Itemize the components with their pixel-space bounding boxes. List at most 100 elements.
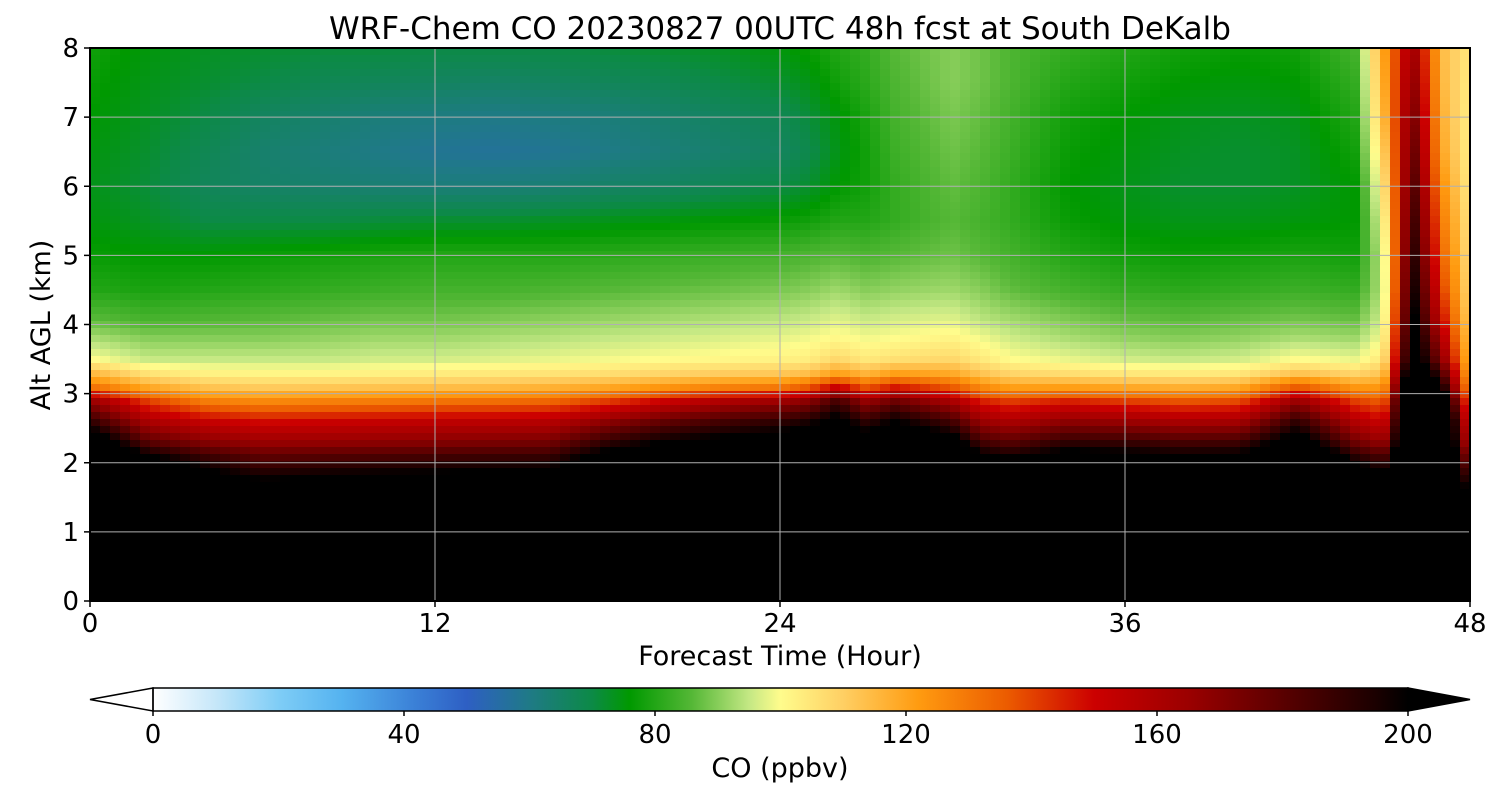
co-cell: [410, 503, 421, 511]
co-cell: [650, 174, 661, 182]
co-cell: [680, 433, 691, 441]
co-cell: [560, 104, 571, 112]
co-cell: [250, 398, 261, 406]
co-cell: [640, 328, 651, 336]
co-cell: [120, 482, 131, 490]
co-cell: [530, 545, 541, 553]
co-cell: [300, 349, 311, 357]
co-cell: [700, 580, 711, 588]
co-cell: [270, 69, 281, 77]
co-cell: [370, 454, 381, 462]
co-cell: [350, 76, 361, 84]
co-cell: [260, 286, 271, 294]
co-cell: [270, 174, 281, 182]
co-cell: [200, 496, 211, 504]
co-cell: [90, 55, 101, 63]
co-cell: [310, 314, 321, 322]
co-cell: [610, 153, 621, 161]
co-cell: [670, 531, 681, 539]
co-cell: [230, 524, 241, 532]
co-cell: [180, 363, 191, 371]
co-cell: [280, 426, 291, 434]
co-cell: [300, 482, 311, 490]
co-cell: [710, 97, 721, 105]
co-cell: [630, 76, 641, 84]
co-cell: [320, 524, 331, 532]
co-cell: [520, 559, 531, 567]
co-cell: [500, 412, 511, 420]
co-cell: [500, 132, 511, 140]
co-cell: [520, 293, 531, 301]
co-cell: [570, 279, 581, 287]
co-cell: [160, 55, 171, 63]
co-cell: [530, 216, 541, 224]
co-cell: [410, 97, 421, 105]
co-cell: [100, 139, 111, 147]
co-cell: [340, 104, 351, 112]
co-cell: [150, 552, 161, 560]
co-cell: [570, 559, 581, 567]
co-cell: [440, 76, 451, 84]
co-cell: [570, 405, 581, 413]
co-cell: [420, 377, 431, 385]
co-cell: [630, 594, 641, 601]
co-cell: [440, 258, 451, 266]
co-cell: [560, 160, 571, 168]
co-cell: [290, 118, 301, 126]
co-cell: [390, 55, 401, 63]
co-cell: [420, 209, 431, 217]
co-cell: [180, 97, 191, 105]
co-cell: [610, 83, 621, 91]
co-cell: [610, 363, 621, 371]
co-cell: [290, 62, 301, 70]
co-cell: [550, 90, 561, 98]
co-cell: [150, 545, 161, 553]
co-cell: [280, 524, 291, 532]
co-cell: [160, 363, 171, 371]
co-cell: [480, 475, 491, 483]
co-cell: [300, 335, 311, 343]
co-cell: [470, 97, 481, 105]
co-cell: [600, 412, 611, 420]
co-cell: [640, 258, 651, 266]
co-cell: [700, 209, 711, 217]
co-cell: [300, 237, 311, 245]
co-cell: [140, 69, 151, 77]
co-cell: [690, 76, 701, 84]
co-cell: [140, 272, 151, 280]
co-cell: [310, 279, 321, 287]
co-cell: [500, 167, 511, 175]
co-cell: [710, 398, 721, 406]
co-cell: [350, 454, 361, 462]
co-cell: [630, 307, 641, 315]
co-cell: [390, 503, 401, 511]
co-cell: [440, 181, 451, 189]
co-cell: [550, 349, 561, 357]
co-cell: [460, 363, 471, 371]
co-cell: [230, 342, 241, 350]
co-cell: [320, 552, 331, 560]
co-cell: [410, 370, 421, 378]
co-cell: [610, 328, 621, 336]
co-cell: [180, 55, 191, 63]
co-cell: [380, 531, 391, 539]
co-cell: [710, 335, 721, 343]
co-cell: [260, 531, 271, 539]
co-cell: [460, 587, 471, 595]
co-cell: [320, 69, 331, 77]
co-cell: [420, 55, 431, 63]
co-cell: [280, 293, 291, 301]
co-cell: [240, 146, 251, 154]
co-cell: [540, 48, 551, 56]
co-cell: [240, 132, 251, 140]
co-cell: [580, 559, 591, 567]
co-cell: [340, 132, 351, 140]
co-cell: [330, 398, 341, 406]
co-cell: [490, 286, 501, 294]
co-cell: [200, 461, 211, 469]
co-cell: [520, 384, 531, 392]
co-cell: [670, 181, 681, 189]
co-cell: [110, 55, 121, 63]
co-cell: [200, 524, 211, 532]
co-cell: [710, 125, 721, 133]
